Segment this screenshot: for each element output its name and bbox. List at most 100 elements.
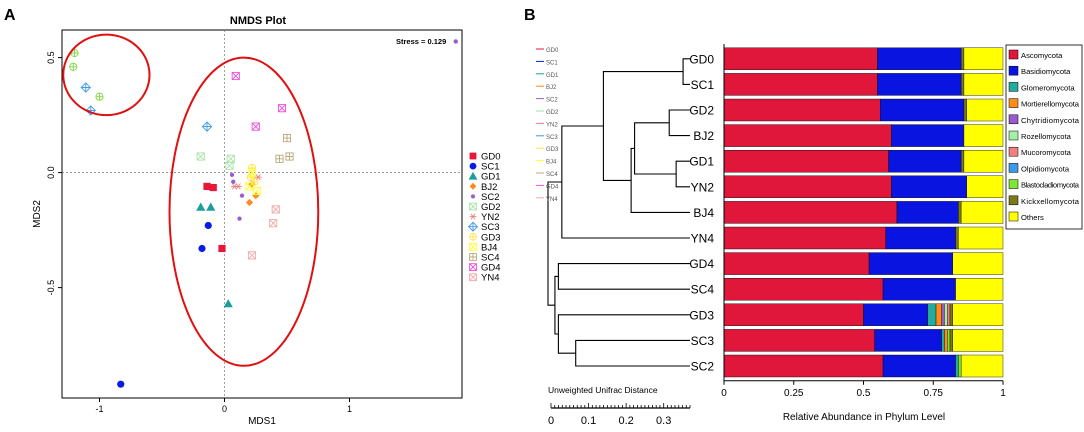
- bar-segment-yn2-basidiomycota: [891, 175, 967, 199]
- bar-category-label-sc3: SC3: [691, 334, 715, 348]
- bar-category-label-sc1: SC1: [691, 78, 715, 92]
- nmds-xlabel: MDS1: [248, 416, 276, 427]
- bar-segment-gd3-rozellomycota: [944, 303, 948, 326]
- nmds-point-gd3: [250, 177, 259, 186]
- nmds-point-yn4: [269, 219, 278, 228]
- phylum-legend-swatch-ascomycota: [1008, 49, 1019, 60]
- bar-segment-yn4-kickxellomycota: [955, 226, 959, 250]
- marker-shape: [231, 71, 240, 81]
- phylum-legend: Ascomycota Basidiomycota Glomeromycota Mort…: [1005, 44, 1083, 230]
- bar-segment-gd2-others: [966, 98, 1004, 122]
- phylum-legend-swatch-others: [1008, 211, 1019, 222]
- dendrogram-branch: [675, 160, 690, 188]
- nmds-point-sc3: [80, 82, 91, 93]
- marker-cross: [278, 104, 286, 113]
- nmds-point-gd4: [277, 104, 287, 113]
- phylum-legend-swatch-basidiomycota: [1008, 65, 1019, 76]
- marker-shape: [198, 244, 206, 253]
- dendrogram-legend-label-gd1: GD1: [546, 73, 559, 79]
- marker-plus: [95, 93, 104, 101]
- marker-shape: [469, 152, 477, 160]
- dendrogram-branch: [634, 122, 677, 175]
- dendrogram-branch: [630, 147, 690, 213]
- nmds-point-extra: [95, 92, 104, 101]
- phylum-legend-label-basidiomycota: Basidiomycota: [1021, 67, 1071, 76]
- bar-segment-sc3-glomeromycota: [941, 329, 945, 352]
- nmds-legend-marker-gd4: [469, 263, 477, 271]
- marker-shape: [469, 263, 477, 271]
- marker-plus: [469, 253, 477, 261]
- marker-plus: [81, 82, 91, 93]
- dendrogram-legend-label-yn4: YN4: [546, 197, 558, 203]
- bar-segment-gd4-others: [952, 252, 1004, 275]
- bar-segment-sc2-ascomycota: [723, 354, 884, 378]
- bar-segment-gd1-ascomycota: [723, 149, 889, 173]
- marker-shape: [469, 182, 477, 190]
- nmds-legend-marker-sc1: [469, 162, 477, 170]
- nmds-point-sc1: [117, 380, 125, 388]
- nmds-ytick-label: 0.5: [46, 51, 56, 64]
- marker-plus: [70, 49, 79, 57]
- dendrogram-branch: [668, 109, 690, 137]
- bar-segment-bj2-others: [963, 124, 1004, 147]
- marker-shape: [469, 243, 477, 251]
- nmds-legend-label-sc1: SC1: [481, 162, 499, 173]
- nmds-legend-marker-gd2: [469, 202, 477, 211]
- dendrogram-legend-label-sc1: SC1: [546, 60, 558, 66]
- bar-segment-sc2-others: [960, 354, 1004, 378]
- marker-shape: [204, 221, 212, 230]
- marker-shape: [269, 219, 278, 228]
- bar-segment-gd4-basidiomycota: [868, 252, 953, 275]
- marker-shape: [209, 183, 217, 192]
- dendrogram-legend-label-gd0: GD0: [546, 48, 559, 54]
- dendrogram-legend-label-bj4: BJ4: [546, 160, 557, 166]
- marker-cross: [245, 182, 254, 191]
- bar-xtick-label: 0.5: [857, 388, 871, 399]
- nmds-point-gd1: [196, 202, 206, 211]
- nmds-legend-marker-sc4: [469, 253, 477, 261]
- phylum-legend-label-ascomycota: Ascomycota: [1021, 51, 1063, 60]
- bar-category-label-sc2: SC2: [691, 360, 715, 374]
- bar-segment-yn4-basidiomycota: [885, 226, 956, 250]
- nmds-legend-label-yn4: YN4: [481, 273, 499, 284]
- nmds-legend-label-bj2: BJ2: [481, 182, 497, 193]
- nmds-point-gd2: [225, 161, 234, 170]
- nmds-legend-marker-yn4: [469, 273, 477, 282]
- phylum-legend-label-glomeromycota: Glomeromycota: [1021, 83, 1075, 92]
- phylum-legend-label-others: Others: [1021, 213, 1044, 222]
- dendrogram-branch: [561, 125, 690, 239]
- nmds-point-yn2: [234, 183, 242, 190]
- dendrogram-scale-title: Unweighted Unifrac Distance: [548, 385, 658, 395]
- nmds-stress-point: [453, 39, 458, 44]
- marker-shape: [247, 168, 257, 177]
- dendrogram-legend-label-yn2: YN2: [546, 122, 558, 128]
- dendrogram-branch: [557, 263, 690, 290]
- marker-shape: [469, 213, 477, 220]
- nmds-point-gd0: [209, 183, 217, 192]
- bar-segment-yn4-ascomycota: [723, 226, 887, 250]
- bar-xtick-label: 1: [1000, 388, 1006, 399]
- phylum-legend-swatch-olpidiomycota: [1008, 163, 1019, 173]
- marker-cross: [196, 152, 205, 161]
- nmds-legend-label-sc2: SC2: [481, 192, 499, 203]
- bar-segment-sc4-ascomycota: [723, 278, 884, 301]
- phylum-legend-box: [1005, 44, 1083, 230]
- nmds-legend-label-sc4: SC4: [481, 253, 499, 264]
- bar-category-label-gd3: GD3: [689, 308, 714, 322]
- nmds-point-sc1: [204, 221, 212, 230]
- bar-segment-sc3-others: [952, 329, 1004, 352]
- bar-segment-gd3-others: [952, 303, 1004, 326]
- bar-xtick-label: 0.75: [924, 388, 944, 399]
- bar-segment-bj4-ascomycota: [723, 201, 898, 224]
- marker-shape: [271, 205, 280, 214]
- dendrogram-legend-label-bj2: BJ2: [546, 85, 557, 91]
- phylum-legend-label-rozellomycota: Rozellomycota: [1021, 132, 1072, 141]
- nmds-point-bj2: [245, 198, 254, 207]
- nmds-ytick-label: -0.5: [46, 280, 56, 296]
- marker-plus: [250, 178, 259, 186]
- nmds-point-sc2: [237, 216, 242, 221]
- nmds-legend-label-gd1: GD1: [481, 172, 501, 183]
- marker-shape: [245, 182, 254, 191]
- marker-shape: [229, 172, 235, 178]
